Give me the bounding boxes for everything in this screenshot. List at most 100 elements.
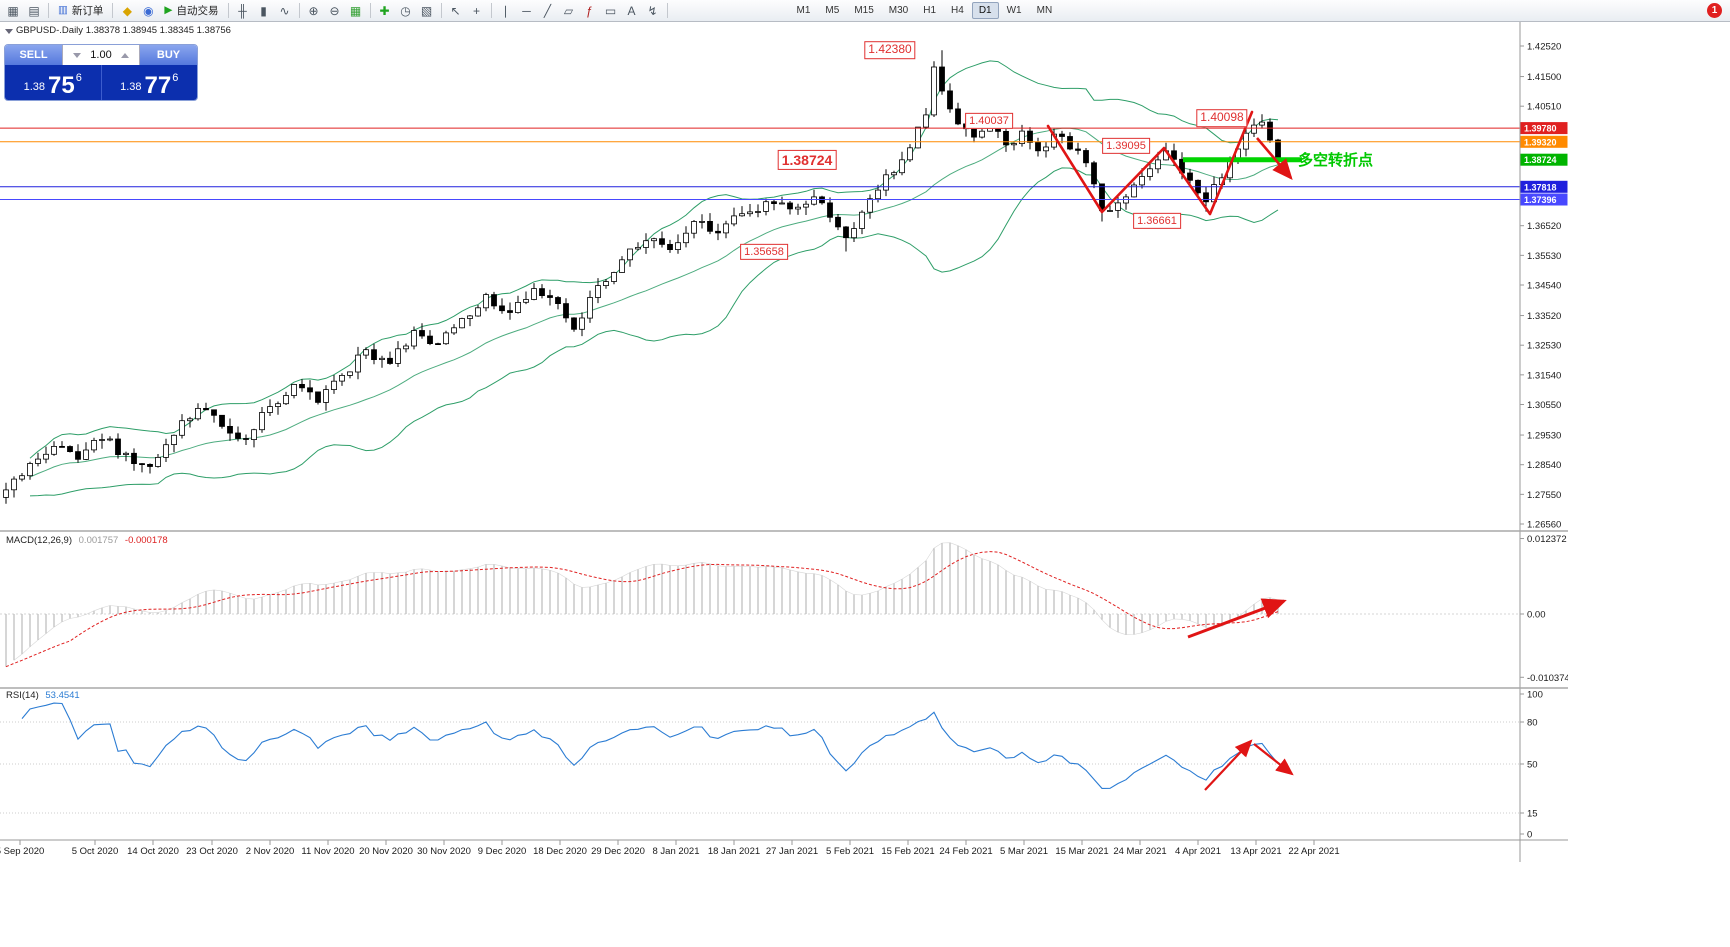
bar-chart-icon[interactable]: ╫ — [233, 2, 253, 20]
metaeditor-icon: ◆ — [122, 3, 133, 18]
turning-point-annotation[interactable]: 多空转折点 — [1298, 152, 1374, 169]
timeframe-m15[interactable]: M15 — [854, 5, 874, 16]
sell-price-big: 75 — [48, 71, 75, 99]
svg-text:1.26560: 1.26560 — [1527, 520, 1561, 531]
sell-price-prefix: 1.38 — [23, 81, 46, 93]
timeframe-mn[interactable]: MN — [1036, 5, 1053, 16]
rsi_down-arrow[interactable] — [1253, 743, 1294, 776]
lot-increase-icon[interactable] — [120, 52, 129, 58]
svg-text:1.41500: 1.41500 — [1527, 72, 1561, 83]
svg-text:1.40510: 1.40510 — [1527, 102, 1561, 113]
toolbar-separator — [48, 3, 49, 18]
timeframe-h4[interactable]: H4 — [951, 5, 964, 16]
one-click-trading-panel: SELL 1.00 BUY 1.38 75 6 1.38 77 6 — [4, 44, 198, 101]
text-icon[interactable]: A — [622, 2, 642, 20]
svg-text:5 Sep 2020: 5 Sep 2020 — [0, 846, 44, 857]
macd-arrow[interactable] — [1187, 598, 1287, 639]
new-order-button[interactable]: ▥ 新订单 — [53, 2, 108, 20]
timeframe-d1[interactable]: D1 — [971, 2, 999, 19]
price-callout-1.40098[interactable]: 1.40098 — [1196, 109, 1248, 127]
vertical-line-icon: ∣ — [502, 3, 509, 18]
svg-text:0.012372: 0.012372 — [1527, 534, 1567, 545]
trendline-icon[interactable]: ╱ — [538, 2, 558, 20]
notification-badge[interactable]: 1 — [1707, 3, 1722, 18]
candlestick-chart-icon[interactable]: ▮ — [254, 2, 274, 20]
channel-icon[interactable]: ▱ — [559, 2, 579, 20]
arrows-icon[interactable]: ↯ — [643, 2, 663, 20]
fibonacci-icon: ƒ — [586, 3, 593, 18]
price-callout-1.35658[interactable]: 1.35658 — [740, 243, 788, 261]
svg-text:0.00: 0.00 — [1527, 610, 1546, 621]
indicators-icon[interactable]: ✚ — [375, 2, 395, 20]
svg-text:1.37818: 1.37818 — [1524, 182, 1557, 192]
price-callout-1.39095[interactable]: 1.39095 — [1102, 137, 1150, 155]
zoom-in-icon: ⊕ — [308, 3, 319, 18]
price-chart[interactable]: 1.42520 1.41500 1.40510 1.36520 1.35530 1.345… — [0, 22, 1568, 862]
price-callout-1.36661[interactable]: 1.36661 — [1133, 212, 1181, 230]
shapes-icon[interactable]: ▭ — [601, 2, 621, 20]
templates-icon[interactable]: ▧ — [417, 2, 437, 20]
profiles-icon: ▤ — [28, 3, 40, 18]
toolbar-separator — [440, 3, 442, 18]
trend-arrows-layer[interactable] — [1046, 110, 1294, 791]
crosshair-icon[interactable]: + — [467, 2, 487, 20]
price-callout-1.38724[interactable]: 1.38724 — [777, 149, 837, 171]
profiles-icon[interactable]: ▤ — [24, 2, 44, 20]
tile-windows-icon[interactable]: ▦ — [346, 2, 366, 20]
templates-icon: ▧ — [420, 3, 433, 18]
timeframe-w1[interactable]: W1 — [1006, 5, 1022, 16]
toolbar-separator — [227, 3, 229, 18]
cycles-icon[interactable]: ◷ — [396, 2, 416, 20]
price-callout-1.42380[interactable]: 1.42380 — [864, 41, 916, 59]
svg-text:1.32530: 1.32530 — [1527, 341, 1561, 352]
timeframe-m30[interactable]: M30 — [888, 5, 909, 16]
svg-text:80: 80 — [1527, 718, 1538, 729]
sell-button[interactable]: SELL — [5, 45, 62, 65]
zoom-in-icon[interactable]: ⊕ — [304, 2, 324, 20]
metaeditor-icon[interactable]: ◆ — [117, 2, 137, 20]
shapes-icon: ▭ — [604, 3, 617, 18]
svg-text:15: 15 — [1527, 809, 1538, 820]
autotrading-button: ▶ — [164, 4, 173, 17]
vertical-line-icon[interactable]: ∣ — [496, 2, 516, 20]
indicators-icon: ✚ — [379, 3, 390, 18]
svg-text:1.35530: 1.35530 — [1527, 251, 1561, 262]
candlestick-chart-icon: ▮ — [260, 3, 267, 18]
svg-text:0: 0 — [1527, 830, 1532, 841]
cursor-icon[interactable]: ↖ — [446, 2, 466, 20]
autotrading-button[interactable]: ▶ 自动交易 — [159, 2, 223, 20]
timeframe-m5[interactable]: M5 — [825, 5, 840, 16]
svg-text:1.39320: 1.39320 — [1524, 137, 1557, 147]
toolbar-separator — [298, 3, 300, 18]
new-chart-icon[interactable]: ▦ — [3, 2, 23, 20]
axis-layer: 1.42520 1.41500 1.40510 1.36520 1.35530 1.345… — [0, 22, 1568, 862]
horizontal-line-icon[interactable]: ─ — [517, 2, 537, 20]
pullback-arrow[interactable] — [1256, 137, 1293, 180]
autotrading-button-label: 自动交易 — [176, 5, 219, 17]
rsi_up-arrow[interactable] — [1204, 739, 1253, 791]
zoom-out-icon[interactable]: ⊖ — [325, 2, 345, 20]
lot-size-field[interactable]: 1.00 — [62, 45, 140, 65]
timeframe-m1[interactable]: M1 — [796, 5, 811, 16]
buy-price[interactable]: 1.38 77 6 — [100, 65, 198, 100]
horizontal-lines-layer[interactable] — [0, 127, 1520, 200]
timeframe-h1[interactable]: H1 — [923, 5, 937, 16]
toolbar-separator — [369, 3, 371, 18]
svg-text:1.30550: 1.30550 — [1527, 400, 1561, 411]
line-chart-icon[interactable]: ∿ — [275, 2, 295, 20]
svg-text:24 Feb 2021: 24 Feb 2021 — [939, 846, 992, 857]
text-icon: A — [627, 3, 636, 18]
buy-button[interactable]: BUY — [140, 45, 197, 65]
sell-price[interactable]: 1.38 75 6 — [5, 65, 101, 100]
price-callout-1.40037[interactable]: 1.40037 — [965, 112, 1013, 130]
fibonacci-icon[interactable]: ƒ — [580, 2, 600, 20]
one-click-collapse-icon[interactable] — [5, 29, 13, 34]
market-watch-icon[interactable]: ◉ — [138, 2, 158, 20]
svg-text:23 Oct 2020: 23 Oct 2020 — [186, 846, 238, 857]
svg-text:18 Dec 2020: 18 Dec 2020 — [533, 846, 587, 857]
svg-text:11 Nov 2020: 11 Nov 2020 — [301, 846, 354, 857]
toolbar: ▦ ▤ ▥ 新订单 ◆ ◉ ▶ 自动交易 ╫ ▮ ∿ ⊕ ⊖ ▦ ✚ ◷ ▧ ↖ + ∣ ─ ╱ ▱ ƒ ▭ A ↯ M1 M5 M15 M… — [0, 0, 1730, 22]
lot-decrease-icon[interactable] — [73, 52, 82, 58]
svg-text:27 Jan 2021: 27 Jan 2021 — [766, 846, 818, 857]
timeframe-toolbar: M1 M5 M15 M30 H1 H4 D1 W1 MN — [790, 2, 1060, 19]
